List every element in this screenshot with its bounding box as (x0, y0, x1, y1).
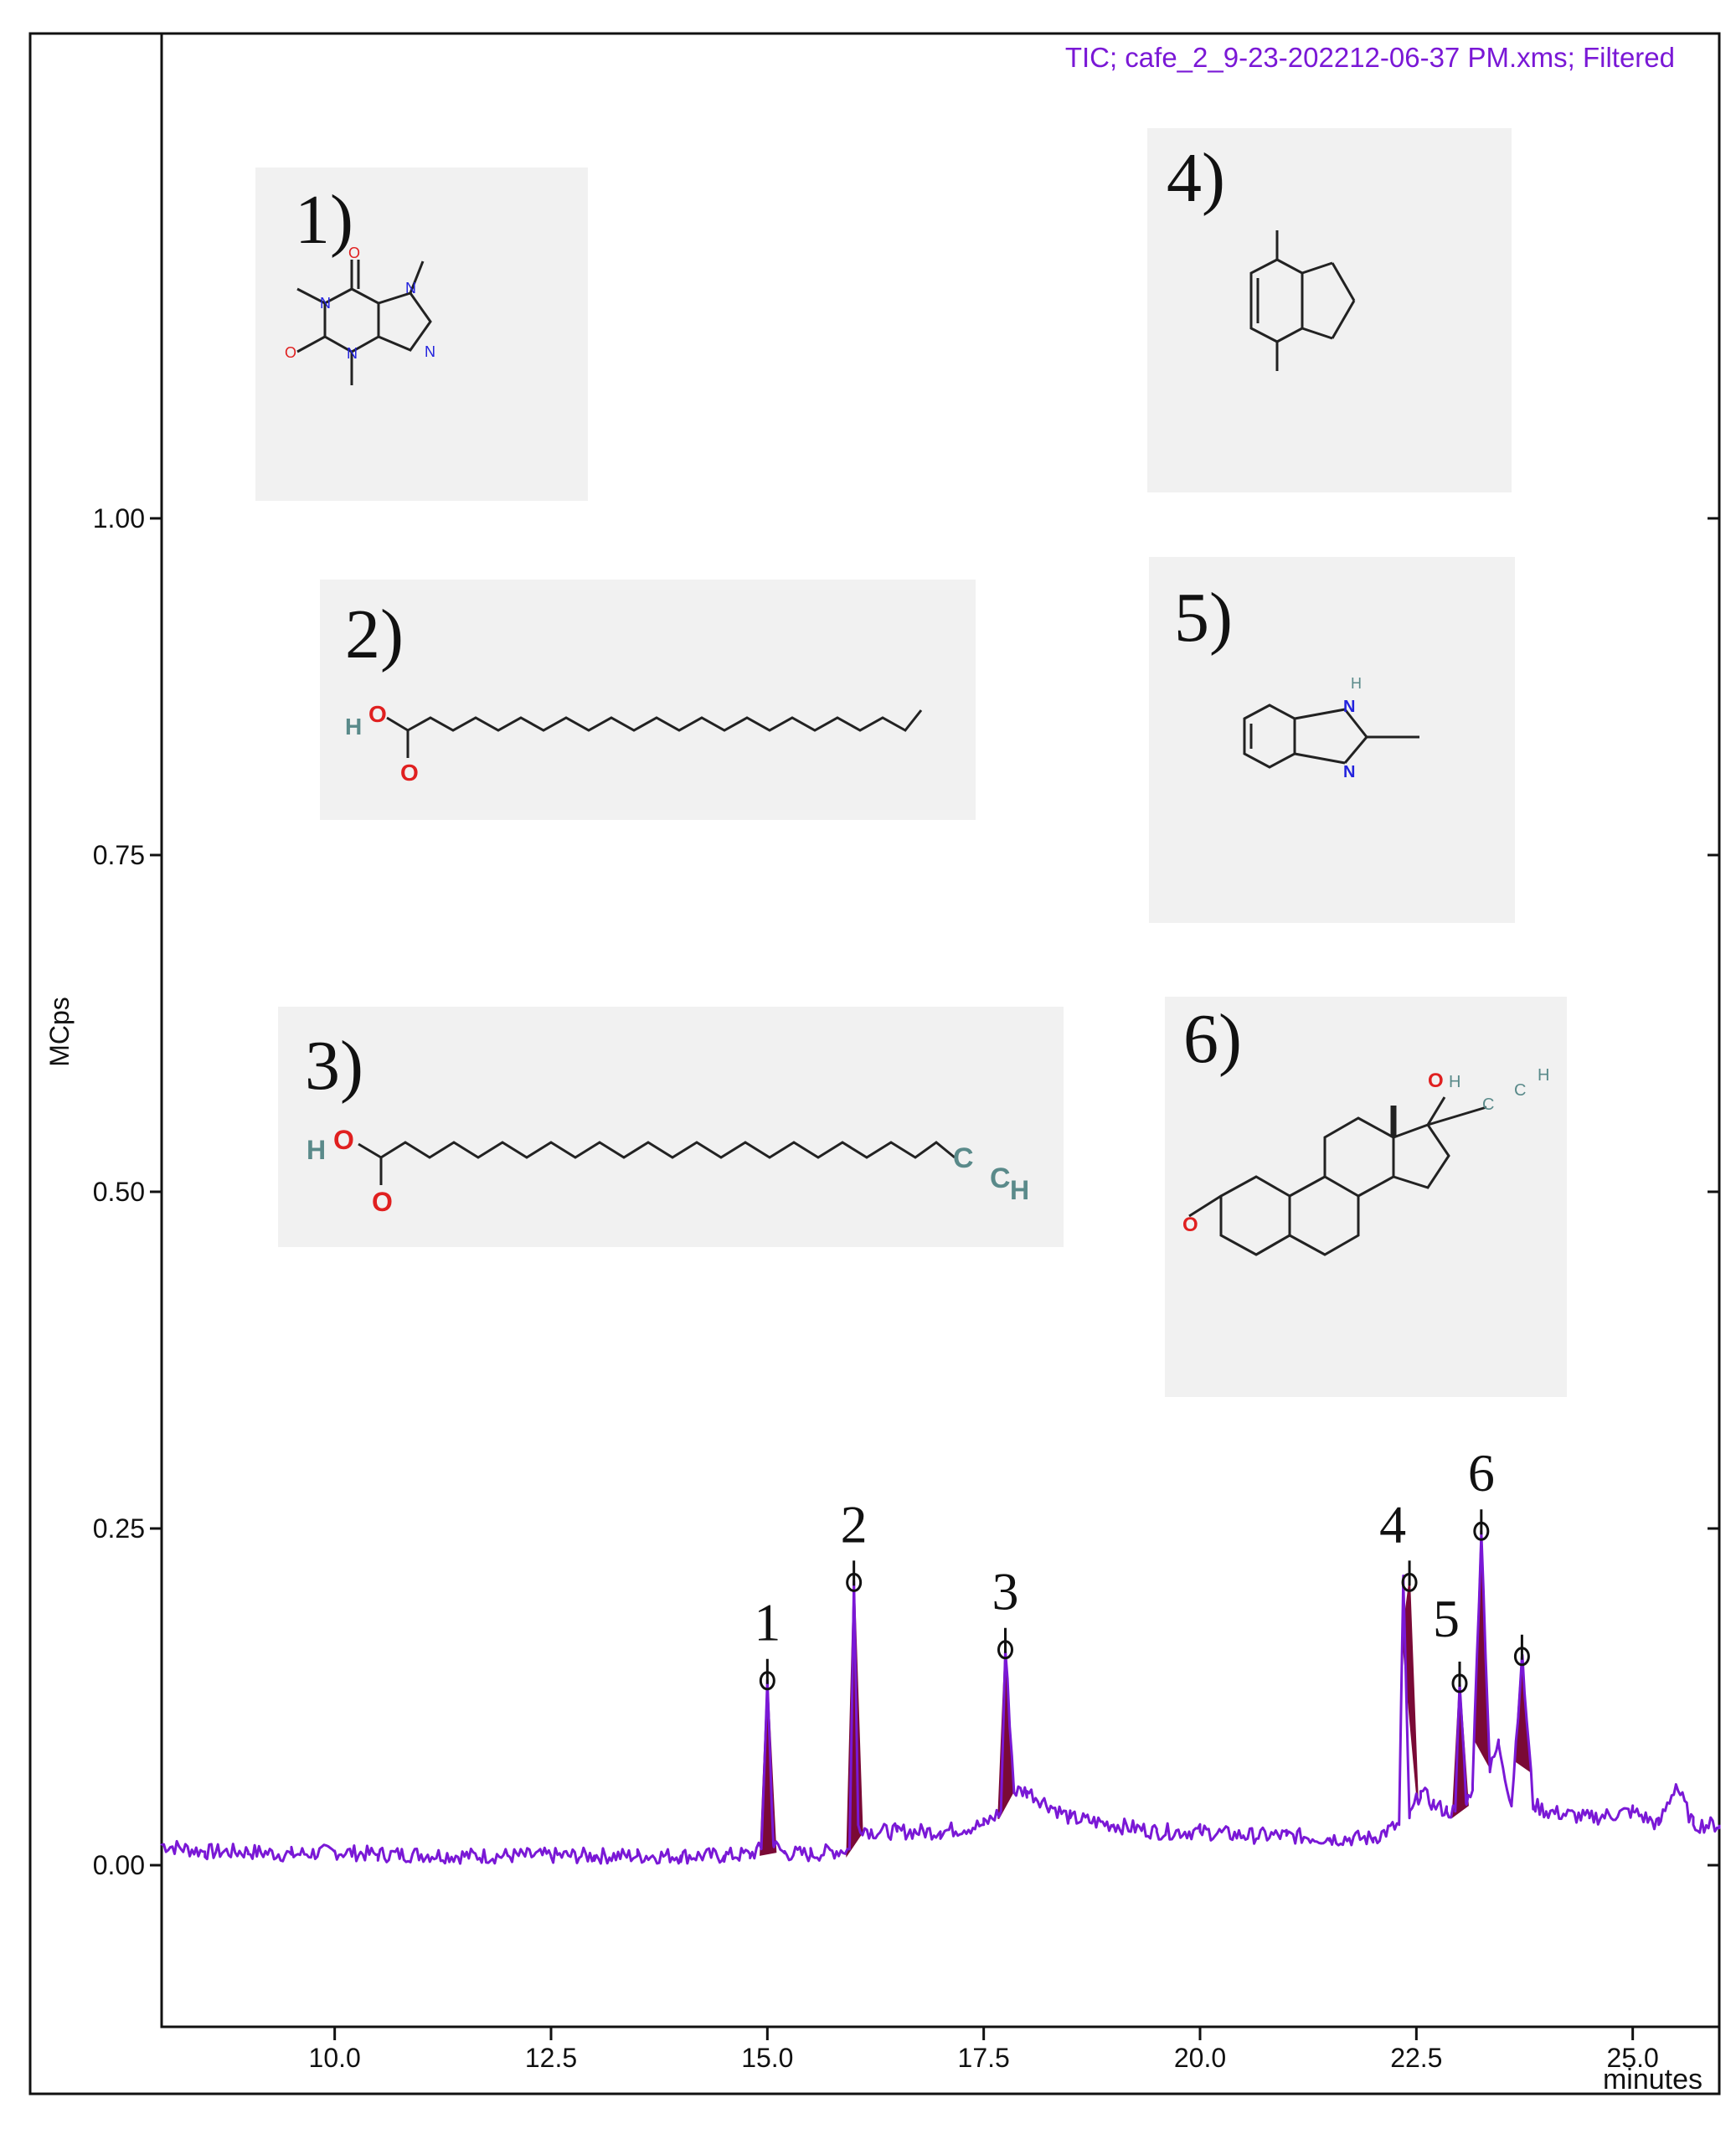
structure-3-chain (380, 1141, 956, 1159)
peak-marker-7 (1513, 1647, 1530, 1667)
benzimidazole-n1: N (1343, 698, 1355, 716)
structure-2-o-carbonyl: O (400, 760, 419, 786)
dimethylindane-molecule (1249, 230, 1356, 371)
structure-5-methylbenzimidazole: 5) N N H (1149, 557, 1515, 923)
peak-label-1: 1 (754, 1593, 780, 1652)
structure-2-oh-bond (386, 716, 409, 732)
tic-trace (160, 1529, 1721, 1865)
steroid-h-terminal: H (1538, 1066, 1549, 1085)
benzimidazole-h: H (1351, 675, 1362, 692)
peak-marker-5 (1451, 1673, 1468, 1693)
y-axis-label: MCps (44, 997, 75, 1067)
peak-marker-6 (1473, 1521, 1490, 1541)
structure-3-c-alkyne: C (953, 1142, 974, 1174)
peak-label-4: 4 (1379, 1494, 1406, 1554)
structure-2-h: H (345, 714, 362, 740)
peak-marker-4 (1401, 1572, 1418, 1592)
x-tick-label: 17.5 (958, 2043, 1010, 2073)
structure-1-label: 1) (295, 181, 353, 259)
structure-3-h: H (307, 1135, 326, 1165)
structure-5-panel (1149, 557, 1515, 923)
structure-3-oh-bond (358, 1142, 382, 1159)
x-axis-ticks: 10.0 12.5 15.0 17.5 20.0 22.5 25.0 (309, 2027, 1659, 2073)
peak-label-5: 5 (1433, 1589, 1460, 1648)
structure-2-chain (407, 709, 923, 732)
x-tick-label: 22.5 (1390, 2043, 1442, 2073)
y-axis-ticks: 0.00 0.25 0.50 0.75 1.00 (93, 503, 1719, 1880)
caffeine-n9: N (425, 343, 435, 360)
x-tick-label: 10.0 (309, 2043, 361, 2073)
peak-marker-3 (997, 1640, 1013, 1660)
x-tick-label: 20.0 (1174, 2043, 1226, 2073)
benzimidazole-molecule (1243, 704, 1419, 769)
x-tick-label: 12.5 (525, 2043, 577, 2073)
steroid-molecule (1188, 1096, 1487, 1256)
y-tick-label: 0.75 (93, 840, 145, 870)
caffeine-n3: N (347, 345, 358, 362)
y-tick-label: 0.00 (93, 1850, 145, 1880)
y-tick-label: 1.00 (93, 503, 145, 534)
x-axis-label: minutes (1603, 2064, 1703, 2095)
plot-frame (160, 32, 1721, 2028)
x-tick-label: 25.0 (1607, 2043, 1659, 2073)
steroid-o-ketone: O (1182, 1214, 1198, 1236)
caffeine-n1: N (320, 295, 331, 312)
caffeine-o-left: O (285, 344, 296, 361)
caffeine-molecule (296, 260, 432, 385)
y-tick-label: 0.25 (93, 1513, 145, 1544)
structure-3-panel (278, 1007, 1064, 1247)
structure-3-c-terminal: C (990, 1162, 1011, 1194)
caffeine-n7: N (405, 280, 416, 296)
structure-6-steroid: 6) O O H C C H (1165, 997, 1567, 1397)
structure-2-o-hydroxyl: O (368, 701, 387, 727)
trace-layer (160, 1529, 1721, 1865)
structure-6-label: 6) (1183, 1000, 1242, 1078)
chart-title: TIC; cafe_2_9-23-202212-06-37 PM.xms; Fi… (1065, 42, 1675, 73)
structure-3-o-carbonyl: O (372, 1187, 393, 1217)
peak-fill-4 (1401, 1582, 1419, 1804)
structure-3-alkynoic-acid: 3) H O O C C H (278, 1007, 1064, 1247)
peak-label-6: 6 (1468, 1443, 1495, 1503)
structure-2-label: 2) (345, 595, 404, 673)
structure-4-label: 4) (1167, 139, 1225, 217)
structure-4-panel (1147, 128, 1512, 492)
steroid-o-hydroxyl: O (1428, 1070, 1444, 1092)
structure-3-label: 3) (305, 1027, 363, 1105)
steroid-c-terminal: C (1514, 1081, 1526, 1100)
peak-markers: 1 2 3 45 6 (754, 1443, 1530, 1693)
peak-label-2: 2 (841, 1494, 868, 1554)
peak-label-3: 3 (992, 1562, 1019, 1621)
caffeine-o-top: O (348, 245, 360, 261)
steroid-h-hydroxyl: H (1449, 1073, 1460, 1091)
structure-1-caffeine: 1) O O N N N N (255, 168, 588, 501)
structure-2-fatty-acid: 2) H O O (320, 580, 976, 820)
peak-marker-1 (759, 1671, 775, 1691)
benzimidazole-n3: N (1343, 763, 1355, 781)
structure-4-dimethylindane: 4) (1147, 128, 1512, 492)
y-tick-label: 0.50 (93, 1177, 145, 1207)
x-tick-label: 15.0 (741, 2043, 793, 2073)
steroid-c-alkyne: C (1482, 1095, 1494, 1114)
structure-3-o-hydroxyl: O (333, 1125, 354, 1155)
peak-marker-2 (846, 1572, 863, 1592)
structure-3-h-terminal: H (1010, 1175, 1029, 1205)
structure-6-panel (1165, 997, 1567, 1397)
structure-5-label: 5) (1174, 579, 1233, 657)
structure-2-panel (320, 580, 976, 820)
